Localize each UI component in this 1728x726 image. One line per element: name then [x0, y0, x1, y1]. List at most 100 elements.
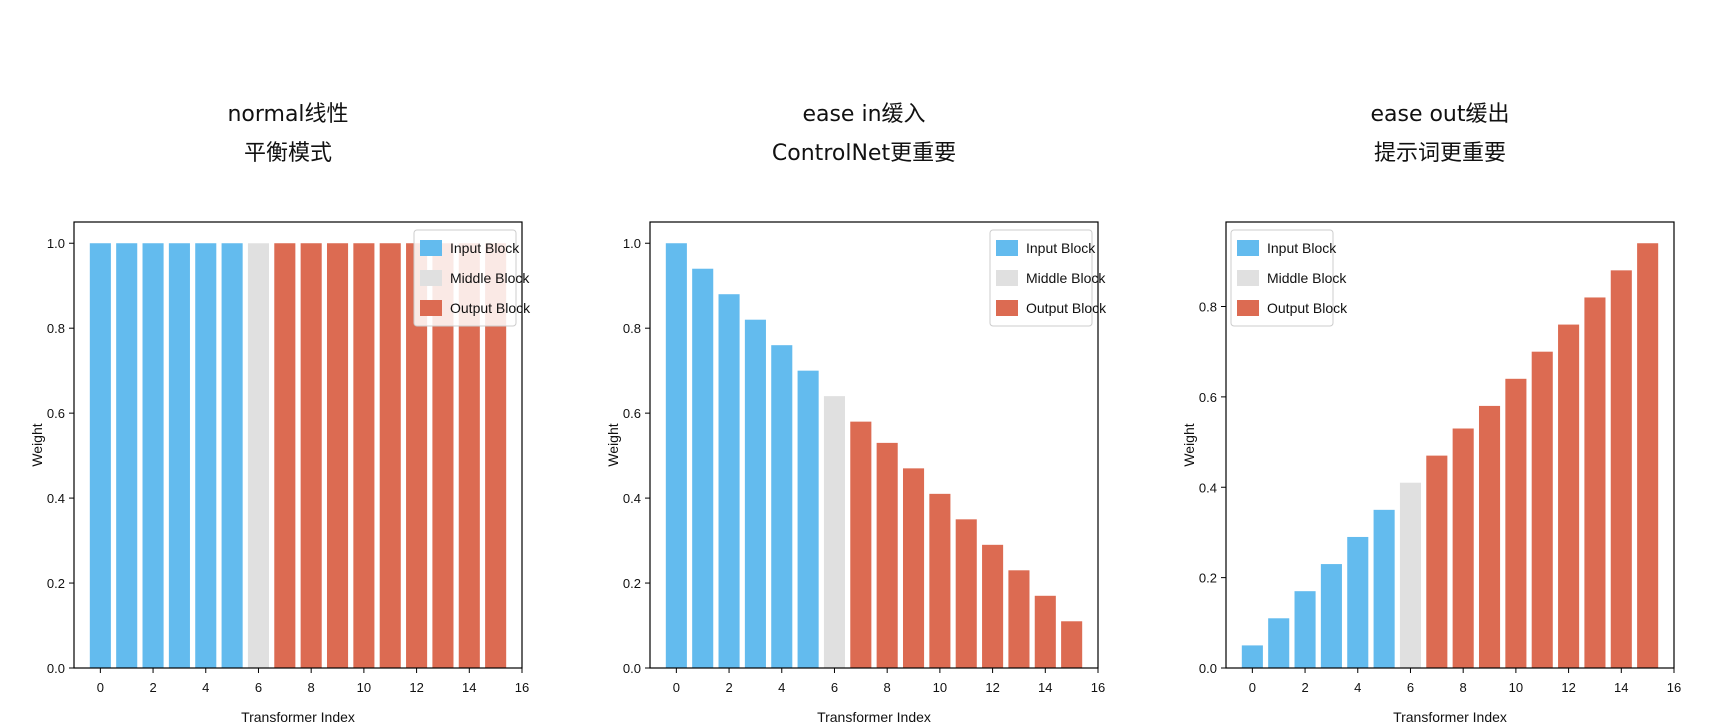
y-tick-label: 0.0	[47, 661, 65, 676]
bar	[1610, 270, 1632, 668]
bar	[1294, 591, 1316, 668]
x-tick-label: 14	[1038, 680, 1052, 695]
x-tick-label: 12	[985, 680, 999, 695]
chart-title: normal线性	[227, 102, 349, 127]
x-tick-label: 16	[515, 680, 529, 695]
chart-subtitle: 提示词更重要	[1373, 141, 1506, 166]
bar	[955, 519, 977, 668]
y-tick-label: 0.6	[47, 406, 65, 421]
bar	[771, 345, 793, 668]
x-axis-label: Transformer Index	[817, 709, 931, 725]
bar	[89, 243, 111, 668]
x-tick-label: 2	[1301, 680, 1308, 695]
bar	[1426, 455, 1448, 668]
chart-panel-ease-in: ease in缓入 ControlNet更重要 0 2 4 6 8 10 12 14 16 0.0…	[576, 0, 1152, 726]
bar	[1241, 645, 1263, 668]
x-tick-label: 8	[308, 680, 315, 695]
y-tick-label: 0.0	[623, 661, 641, 676]
bar	[982, 544, 1004, 668]
bar	[353, 243, 375, 668]
bar	[1531, 351, 1553, 668]
bar	[1347, 536, 1369, 668]
x-tick-label: 4	[778, 680, 785, 695]
chart-title: ease in缓入	[802, 102, 926, 127]
y-tick-label: 0.4	[47, 491, 65, 506]
bar	[300, 243, 322, 668]
bar	[850, 421, 872, 668]
x-tick-label: 0	[673, 680, 680, 695]
x-tick-label: 10	[357, 680, 371, 695]
y-tick-label: 0.4	[623, 491, 641, 506]
x-tick-label: 6	[255, 680, 262, 695]
legend: Input Block Middle Block Output Block	[1230, 229, 1348, 327]
y-tick-label: 1.0	[47, 236, 65, 251]
y-tick-label: 0.6	[623, 406, 641, 421]
chart-panel-normal: normal线性 平衡模式 0 2 4 6 8 10 12 14 16 0.0 0.2 0.4 0.6 0…	[0, 0, 576, 726]
x-tick-label: 14	[462, 680, 476, 695]
bar	[1268, 618, 1290, 668]
bar	[116, 243, 138, 668]
bar	[902, 468, 925, 668]
legend-label: Output Block	[450, 300, 531, 316]
y-axis-label: Weight	[1181, 423, 1197, 466]
y-tick-label: 0.0	[1199, 661, 1217, 676]
bar	[195, 243, 217, 668]
plot-frame	[1225, 221, 1675, 669]
bar	[823, 396, 846, 668]
bar	[1505, 378, 1527, 668]
legend-swatch	[1237, 270, 1259, 286]
x-tick-label: 6	[1407, 680, 1414, 695]
plot-frame	[649, 221, 1099, 669]
x-tick-label: 0	[97, 680, 104, 695]
legend-swatch	[996, 240, 1018, 256]
legend-swatch	[1237, 240, 1259, 256]
chart-subtitle: 平衡模式	[243, 141, 332, 166]
bar	[1008, 570, 1030, 668]
bar	[274, 243, 296, 668]
legend-swatch	[420, 240, 442, 256]
y-axis-label: Weight	[605, 423, 621, 466]
x-axis-label: Transformer Index	[241, 709, 355, 725]
x-tick-label: 10	[933, 680, 947, 695]
bar	[1584, 297, 1606, 668]
legend-label: Middle Block	[1267, 270, 1347, 286]
bar	[142, 243, 164, 668]
x-tick-label: 2	[725, 680, 732, 695]
chart-title: ease out缓出	[1370, 102, 1510, 127]
bar	[876, 442, 898, 668]
bar	[744, 319, 766, 668]
x-tick-label: 14	[1614, 680, 1628, 695]
bar	[1061, 621, 1083, 668]
bar	[379, 243, 401, 668]
x-tick-label: 8	[884, 680, 891, 695]
y-axis-label: Weight	[29, 423, 45, 466]
x-tick-label: 12	[1561, 680, 1575, 695]
bar	[692, 268, 714, 668]
legend-label: Middle Block	[1026, 270, 1106, 286]
legend-label: Middle Block	[450, 270, 530, 286]
legend-label: Output Block	[1026, 300, 1107, 316]
bar	[1637, 243, 1659, 668]
bar	[1558, 324, 1580, 668]
bar	[458, 243, 480, 668]
y-tick-label: 1.0	[623, 236, 641, 251]
bar-chart-ease-out: 0 2 4 6 8 10 12 14 16 0.0 0.2 0.4 0.6 0.8 Transformer …	[1181, 221, 1681, 725]
bar	[406, 243, 428, 668]
bar-chart-normal: 0 2 4 6 8 10 12 14 16 0.0 0.2 0.4 0.6 0.8 1.0 Transform…	[29, 221, 531, 725]
x-tick-label: 4	[202, 680, 209, 695]
x-tick-label: 16	[1667, 680, 1681, 695]
x-tick-label: 12	[409, 680, 423, 695]
y-tick-label: 0.4	[1199, 480, 1217, 495]
x-tick-label: 16	[1091, 680, 1105, 695]
plot-frame	[73, 221, 523, 669]
bar	[221, 243, 243, 668]
y-tick-label: 0.8	[623, 321, 641, 336]
x-tick-label: 4	[1354, 680, 1361, 695]
bar-chart-ease-in: 0 2 4 6 8 10 12 14 16 0.0 0.2 0.4 0.6 0.8 1.0 Transform…	[605, 221, 1107, 725]
bar	[247, 243, 270, 668]
legend: Input Block Middle Block Output Block	[989, 229, 1107, 327]
bar	[1478, 405, 1501, 668]
chart-subtitle: ControlNet更重要	[771, 141, 957, 166]
legend-label: Output Block	[1267, 300, 1348, 316]
chart-panel-ease-out: ease out缓出 提示词更重要 0 2 4 6 8 10 12 14 16 0.0 0.2 0.4…	[1152, 0, 1728, 726]
